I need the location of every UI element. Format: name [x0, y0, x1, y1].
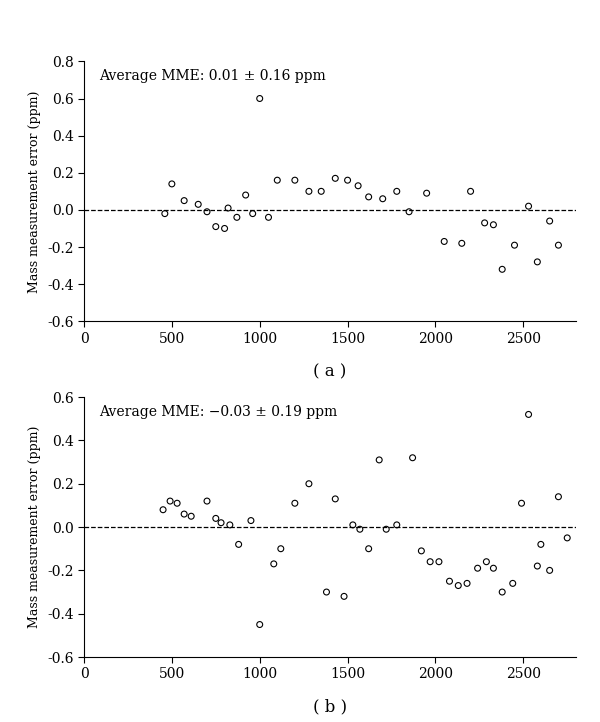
Point: [422, 188, 431, 199]
Point: [374, 454, 384, 466]
Point: [408, 452, 418, 464]
Point: [488, 562, 498, 574]
Point: [533, 256, 542, 268]
Point: [220, 222, 229, 234]
Point: [304, 186, 314, 197]
Point: [554, 240, 563, 251]
Text: Average MME: 0.01 ± 0.16 ppm: Average MME: 0.01 ± 0.16 ppm: [99, 69, 326, 83]
Point: [255, 619, 265, 630]
Point: [536, 539, 545, 550]
Point: [179, 508, 189, 520]
Point: [392, 519, 401, 531]
Point: [473, 562, 482, 574]
Text: ( a ): ( a ): [313, 363, 347, 380]
Point: [382, 523, 391, 535]
Point: [232, 212, 242, 223]
Point: [234, 539, 244, 550]
Point: [225, 519, 235, 531]
Point: [392, 186, 401, 197]
Point: [160, 208, 170, 219]
Point: [187, 510, 196, 522]
Point: [545, 565, 554, 576]
Point: [241, 189, 250, 201]
Point: [439, 235, 449, 247]
Point: [255, 92, 265, 104]
Point: [343, 175, 352, 186]
Point: [524, 201, 533, 212]
Point: [364, 191, 373, 203]
Point: [211, 221, 221, 232]
Point: [457, 238, 467, 249]
Point: [497, 264, 507, 275]
Point: [517, 497, 526, 509]
Point: [290, 497, 299, 509]
Point: [497, 586, 507, 598]
Point: [533, 560, 542, 572]
Point: [269, 558, 278, 570]
Point: [331, 493, 340, 505]
Point: [276, 543, 286, 554]
Point: [246, 515, 256, 526]
Point: [482, 556, 491, 567]
Point: [404, 206, 414, 217]
Point: [172, 497, 182, 509]
Point: [216, 517, 226, 529]
Point: [202, 206, 212, 217]
Point: [316, 186, 326, 197]
Point: [378, 193, 388, 204]
Point: [304, 478, 314, 490]
Point: [355, 523, 365, 535]
Point: [193, 199, 203, 210]
Point: [554, 491, 563, 503]
Point: [202, 495, 212, 507]
Point: [454, 580, 463, 591]
Point: [264, 212, 274, 223]
Point: [248, 208, 257, 219]
Point: [462, 578, 472, 589]
Point: [562, 532, 572, 544]
Point: [545, 215, 554, 227]
Point: [167, 178, 176, 190]
Point: [510, 240, 520, 251]
Point: [211, 513, 221, 524]
Point: [331, 173, 340, 184]
Point: [223, 202, 233, 214]
Point: [339, 591, 349, 602]
Point: [158, 504, 168, 516]
Point: [290, 175, 299, 186]
Point: [488, 219, 498, 230]
Text: ( b ): ( b ): [313, 699, 347, 716]
Point: [524, 409, 533, 420]
Point: [353, 180, 363, 191]
Point: [480, 217, 490, 229]
Text: Average MME: −0.03 ± 0.19 ppm: Average MME: −0.03 ± 0.19 ppm: [99, 405, 337, 419]
Point: [166, 495, 175, 507]
Point: [348, 519, 358, 531]
Point: [179, 195, 189, 206]
Point: [364, 543, 373, 554]
Point: [434, 556, 444, 567]
Point: [322, 586, 331, 598]
Point: [445, 575, 454, 587]
Point: [508, 578, 518, 589]
Point: [466, 186, 475, 197]
Y-axis label: Mass measurement error (ppm): Mass measurement error (ppm): [28, 90, 41, 292]
Point: [272, 175, 282, 186]
Point: [425, 556, 435, 567]
Point: [416, 545, 426, 557]
Y-axis label: Mass measurement error (ppm): Mass measurement error (ppm): [28, 426, 41, 628]
